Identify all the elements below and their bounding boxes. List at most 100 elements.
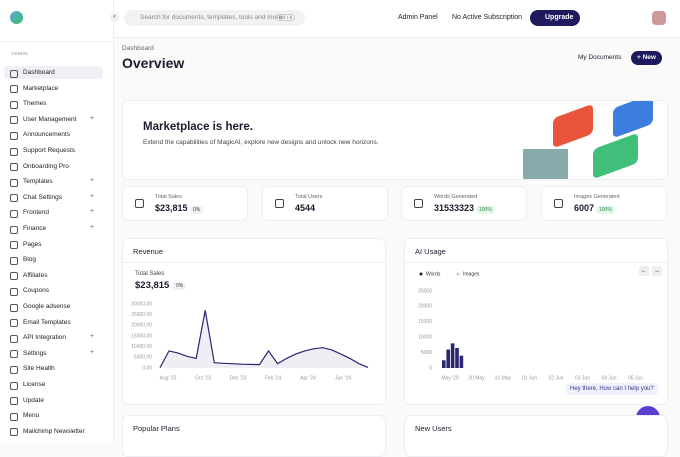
back-button[interactable]: ‹ (110, 13, 119, 22)
ai-prev[interactable]: ← (639, 266, 649, 276)
popular-plans-title: Popular Plans (133, 424, 180, 433)
nav-item[interactable]: Chat Settings + (4, 191, 103, 204)
nav-label: Support Requests (23, 147, 76, 154)
nav-icon (10, 350, 18, 359)
nav-label: Settings (23, 349, 47, 357)
nav-item[interactable]: Update (4, 394, 103, 407)
logo[interactable] (10, 11, 23, 24)
stat-icon (554, 199, 563, 208)
nav-icon (10, 428, 18, 437)
nav-icon (10, 272, 18, 281)
nav-item[interactable]: Announcements (4, 128, 103, 141)
nav-icon (10, 397, 18, 406)
nav-label: Site Health (23, 365, 55, 373)
upgrade[interactable]: Upgrade (530, 10, 581, 26)
nav-label: Email Templates (23, 318, 71, 326)
nav-item[interactable]: Affiliates (4, 269, 103, 282)
section-title: ADMIN (11, 51, 28, 56)
nav-item[interactable]: Site Health (4, 362, 103, 375)
nav-label: Pages (23, 240, 42, 248)
stat-badge: 100% (476, 206, 495, 214)
nav-icon (10, 69, 18, 78)
nav-label: Finance (23, 225, 47, 232)
admin-panel[interactable]: Admin Panel (398, 14, 438, 21)
nav-item[interactable]: Templates + (4, 175, 103, 188)
nav-label: Blog (23, 256, 37, 264)
nav-icon (10, 256, 18, 265)
shortcut: ctrl + k (276, 14, 296, 21)
nav-icon (10, 241, 18, 250)
nav-label: Google adsense (23, 303, 71, 310)
nav-icon (10, 85, 18, 94)
page-title: Overview (122, 55, 185, 71)
nav-label: Frontend (23, 209, 50, 217)
nav-icon (10, 225, 18, 234)
nav-label: Onboarding Pro (23, 162, 69, 170)
nav-item[interactable]: Pages (4, 238, 103, 251)
nav-expand: + (90, 177, 95, 185)
nav-item[interactable]: Google adsense (4, 300, 103, 313)
nav-expand: + (90, 333, 95, 341)
nav-item[interactable]: Finance + (4, 222, 103, 235)
nav-item[interactable]: Settings + (4, 347, 103, 360)
search-placeholder: Search for documents, templates, tools a… (140, 14, 282, 21)
nav-item[interactable]: Frontend + (4, 206, 103, 219)
revenue-title: Revenue (133, 247, 164, 256)
nav-icon (10, 194, 18, 203)
my-documents[interactable]: My Documents (578, 54, 622, 61)
divider (0, 41, 113, 42)
divider (123, 262, 385, 263)
nav-expand: + (90, 192, 95, 200)
stat-value: 6007 (574, 203, 595, 213)
revenue-value: $23,815 (135, 280, 170, 291)
nav-item[interactable]: Coupons (4, 284, 103, 297)
stat-card: Words Generated 31533323 100% (401, 186, 527, 221)
banner: Marketplace is here. Extend the capabili… (122, 100, 668, 180)
nav-label: Menu (23, 412, 40, 420)
nav-item[interactable]: Blog (4, 253, 103, 266)
stat-value: 4544 (295, 203, 316, 213)
nav-label: Announcements (23, 131, 70, 139)
new-button[interactable]: + New (631, 51, 662, 65)
chat-bubble[interactable]: Hey there, How can I help you? (565, 383, 659, 395)
nav-item[interactable]: User Management + (4, 113, 103, 126)
stat-label: Total Users (295, 194, 323, 200)
revenue-badge: 0% (173, 282, 187, 290)
nav-label: Dashboard (23, 69, 55, 76)
stat-label: Words Generated (434, 194, 478, 200)
banner-text: Extend the capabilities of MagicAI, expl… (143, 139, 379, 146)
ai-next[interactable]: → (652, 266, 662, 276)
nav-label: API Integration (23, 334, 66, 342)
nav-item[interactable]: Menu (4, 409, 103, 422)
nav-item[interactable]: API Integration + (4, 331, 103, 344)
stat-card: Images Generated 6007 100% (541, 186, 667, 221)
ai-card: AI Usage ← → (404, 238, 668, 405)
subscription[interactable]: No Active Subscription (452, 14, 523, 21)
nav-item[interactable]: Mailchimp Newsletter (4, 425, 103, 438)
avatar[interactable] (652, 11, 666, 25)
banner-art (613, 101, 653, 139)
nav-label: Affiliates (23, 271, 48, 279)
nav-item[interactable]: License (4, 378, 103, 391)
nav-item[interactable]: Email Templates (4, 316, 103, 329)
stat-value: 31533323 (434, 203, 475, 213)
nav-item[interactable]: Onboarding Pro (4, 160, 103, 173)
nav-item[interactable]: Themes (4, 97, 103, 110)
nav-item[interactable]: Dashboard (4, 66, 103, 79)
banner-art (593, 132, 638, 179)
nav-icon (10, 147, 18, 156)
nav-expand: + (90, 224, 95, 231)
search[interactable]: Search for documents, templates, tools a… (124, 10, 305, 26)
nav-icon (10, 100, 18, 109)
ai-title: AI Usage (415, 247, 446, 256)
nav-label: License (23, 381, 46, 388)
nav-item[interactable]: Marketplace (4, 82, 103, 95)
stat-icon (275, 199, 284, 208)
nav-icon (10, 303, 18, 312)
nav-icon (10, 209, 18, 218)
banner-art (553, 103, 593, 149)
new-label: New (642, 54, 656, 61)
popular-plans: Popular Plans (122, 415, 386, 457)
banner-title: Marketplace is here. (143, 121, 253, 133)
nav-item[interactable]: Support Requests (4, 144, 103, 157)
